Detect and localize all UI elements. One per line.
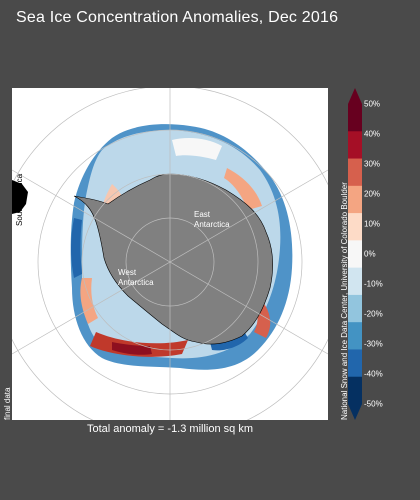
colorbar-tick-label: -40% <box>364 369 383 379</box>
antarctica-landmass <box>73 173 273 345</box>
colorbar-step <box>348 240 362 269</box>
map-title: Sea Ice Concentration Anomalies, Dec 201… <box>16 9 339 26</box>
west-antarctica-label-line2: Antarctica <box>118 278 154 287</box>
colorbar-tick-label: 10% <box>364 219 381 229</box>
colorbar-tick-label: 30% <box>364 159 381 169</box>
colorbar-step <box>348 349 362 378</box>
colorbar-tick-label: 0% <box>364 249 376 259</box>
colorbar-steps <box>348 104 362 405</box>
east-antarctica-label-line2: Antarctica <box>194 220 230 229</box>
colorbar-step <box>348 104 362 132</box>
polar-map-svg <box>12 88 328 420</box>
data-status-note: final data <box>3 387 12 420</box>
polar-map <box>12 88 328 420</box>
colorbar-tick-label: 20% <box>364 189 381 199</box>
colorbar-tick-label: -20% <box>364 309 383 319</box>
colorbar <box>348 88 362 420</box>
south-america-landmass <box>12 180 28 214</box>
total-anomaly-text: Total anomaly = -1.3 million sq km <box>87 423 253 435</box>
colorbar-svg <box>348 88 362 420</box>
east-antarctica-label-line1: East <box>194 210 211 219</box>
colorbar-tick-label: -10% <box>364 279 383 289</box>
credit-text: National Snow and Ice Data Center, Unive… <box>340 182 349 420</box>
colorbar-step <box>348 376 362 405</box>
colorbar-tick-label: 40% <box>364 129 381 139</box>
colorbar-step <box>348 213 362 241</box>
colorbar-step <box>348 267 362 296</box>
colorbar-min-arrow <box>348 404 362 420</box>
colorbar-tick-label: -30% <box>364 339 383 349</box>
graticule <box>12 88 328 420</box>
colorbar-step <box>348 185 362 214</box>
colorbar-step <box>348 294 362 323</box>
colorbar-step <box>348 322 362 350</box>
colorbar-step <box>348 131 362 160</box>
west-antarctica-label: West Antarctica <box>118 268 154 288</box>
colorbar-step <box>348 158 362 187</box>
colorbar-tick-label: -50% <box>364 399 383 409</box>
colorbar-max-arrow <box>348 88 362 104</box>
colorbar-tick-label: 50% <box>364 99 381 109</box>
east-antarctica-label: East Antarctica <box>194 210 230 230</box>
south-america-label: South America <box>15 173 24 226</box>
west-antarctica-label-line1: West <box>118 268 137 277</box>
